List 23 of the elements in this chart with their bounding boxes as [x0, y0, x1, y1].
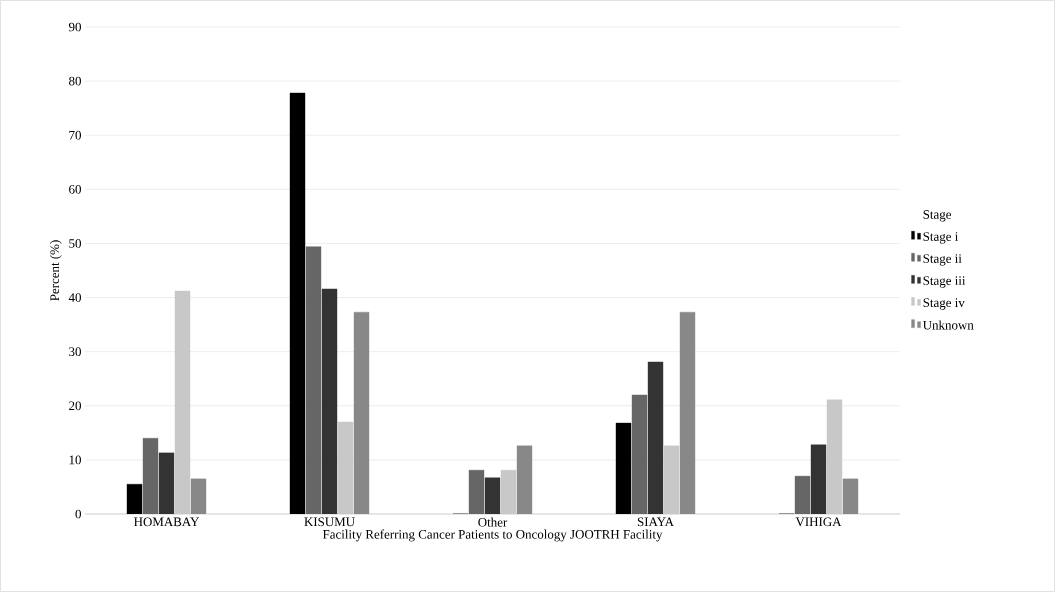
x-axis-title: Facility Referring Cancer Patients to Oncology JOOTRH Facility — [322, 529, 663, 542]
x-tick-label: HOMABAY — [134, 517, 200, 527]
y-tick-label: 70 — [69, 130, 81, 140]
y-tick-label: 50 — [69, 239, 81, 248]
legend-label: Stage iv — [923, 298, 965, 310]
y-tick-label: 60 — [69, 184, 81, 194]
x-tick-label: KISUMU — [304, 517, 355, 527]
y-axis-title: Percent (%) — [49, 240, 62, 301]
legend-label: Stage i — [923, 232, 959, 244]
y-tick-label: 10 — [69, 455, 81, 465]
y-tick-label: 0 — [75, 509, 81, 519]
x-tick-label: Other — [478, 517, 508, 527]
y-tick-label: 90 — [68, 22, 81, 32]
y-tick-label: 80 — [69, 76, 81, 86]
y-tick-label: 40 — [68, 293, 81, 302]
legend-title: Stage — [923, 210, 952, 222]
y-tick-label: 20 — [69, 401, 81, 411]
y-tick-label: 30 — [69, 347, 81, 357]
legend-label: Unknown — [922, 320, 974, 330]
x-tick-label: VIHIGA — [795, 517, 842, 527]
legend-label: Stage ii — [923, 254, 962, 266]
x-tick-label: SIAYA — [637, 517, 674, 527]
legend-label: Stage iii — [923, 276, 966, 288]
